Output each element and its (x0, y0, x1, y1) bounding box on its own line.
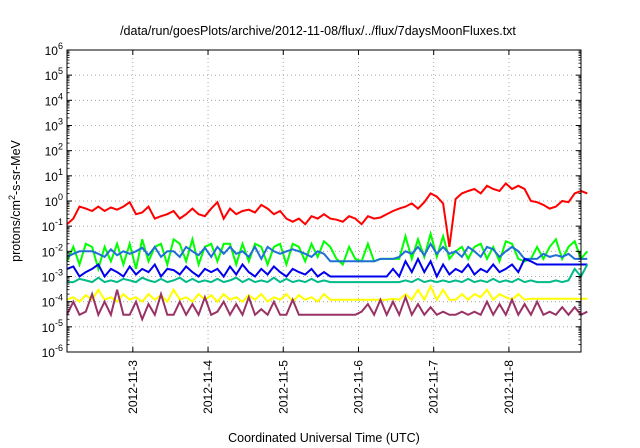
y-tick-base: 10 (42, 296, 56, 310)
y-tick-label: 104 (45, 91, 63, 108)
y-tick-base: 10 (45, 195, 59, 209)
y-tick-base: 10 (45, 145, 59, 159)
x-tick-label: 2012-11-3 (126, 360, 140, 414)
x-tick-label: 2012-11-8 (502, 360, 516, 414)
series-line-5 (66, 284, 588, 304)
y-tick-base: 10 (45, 170, 59, 184)
y-axis-title: protons/cm2-s-sr-MeV (7, 139, 23, 261)
series-lines (66, 181, 589, 323)
x-tick-label: 2012-11-6 (351, 360, 365, 414)
y-tick-base: 10 (42, 346, 56, 360)
y-tick-base: 10 (42, 321, 56, 335)
y-tick-exp: 0 (58, 192, 63, 202)
y-tick-base: 10 (42, 271, 56, 285)
y-tick-label: 10-4 (42, 293, 63, 310)
x-axis: 2012-11-3 2012-11-4 2012-11-5 2012-11-6 2012… (126, 50, 516, 414)
y-tick-label: 10-5 (42, 318, 63, 335)
y-tick-label: 102 (45, 142, 63, 159)
series-line-4 (67, 264, 589, 284)
y-tick-base: 10 (45, 69, 59, 83)
y-tick-base: 10 (45, 120, 59, 134)
y-tick-base: 10 (42, 220, 56, 234)
y-tick-base: 10 (42, 245, 56, 259)
series-line-6 (66, 289, 588, 323)
y-tick-label: 106 (45, 41, 63, 58)
y-tick-label: 105 (45, 66, 63, 83)
y-axis-title-suffix: -s-sr-MeV (9, 139, 23, 195)
y-tick-label: 103 (45, 117, 63, 134)
y-tick-exp: -5 (55, 318, 63, 328)
x-tick-label: 2012-11-7 (427, 360, 441, 414)
x-tick-label: 2012-11-5 (276, 360, 290, 414)
y-tick-base: 10 (45, 44, 59, 58)
y-tick-exp: -3 (55, 268, 63, 278)
y-tick-exp: 4 (58, 91, 63, 101)
y-tick-exp: 6 (58, 41, 63, 51)
y-tick-exp: -4 (55, 293, 63, 303)
y-tick-label: 10-3 (42, 268, 63, 285)
y-tick-label: 10-2 (42, 242, 63, 259)
y-axis: 10610510410310210110010-110-210-310-410-… (42, 41, 581, 360)
x-axis-title: Coordinated Universal Time (UTC) (228, 431, 420, 445)
y-tick-exp: 5 (58, 66, 63, 76)
y-tick-label: 100 (45, 192, 63, 209)
y-tick-exp: -6 (55, 343, 63, 353)
grid (67, 50, 581, 352)
y-tick-label: 10-6 (42, 343, 63, 360)
x-tick-label: 2012-11-4 (201, 360, 215, 414)
y-tick-label: 101 (45, 167, 63, 184)
y-axis-title-sup: 2 (7, 195, 17, 200)
y-tick-label: 10-1 (42, 217, 63, 234)
y-tick-exp: -1 (55, 217, 63, 227)
series-line-0 (66, 181, 588, 248)
y-tick-exp: 3 (58, 117, 63, 127)
y-tick-base: 10 (45, 94, 59, 108)
y-tick-exp: 1 (58, 167, 63, 177)
series-line-2 (66, 241, 588, 263)
series-line-3 (66, 256, 588, 279)
y-tick-exp: -2 (55, 242, 63, 252)
chart-title: /data/run/goesPlots/archive/2012-11-08/f… (120, 24, 516, 38)
y-tick-exp: 2 (58, 142, 63, 152)
y-axis-title-prefix: protons/cm (9, 200, 23, 262)
